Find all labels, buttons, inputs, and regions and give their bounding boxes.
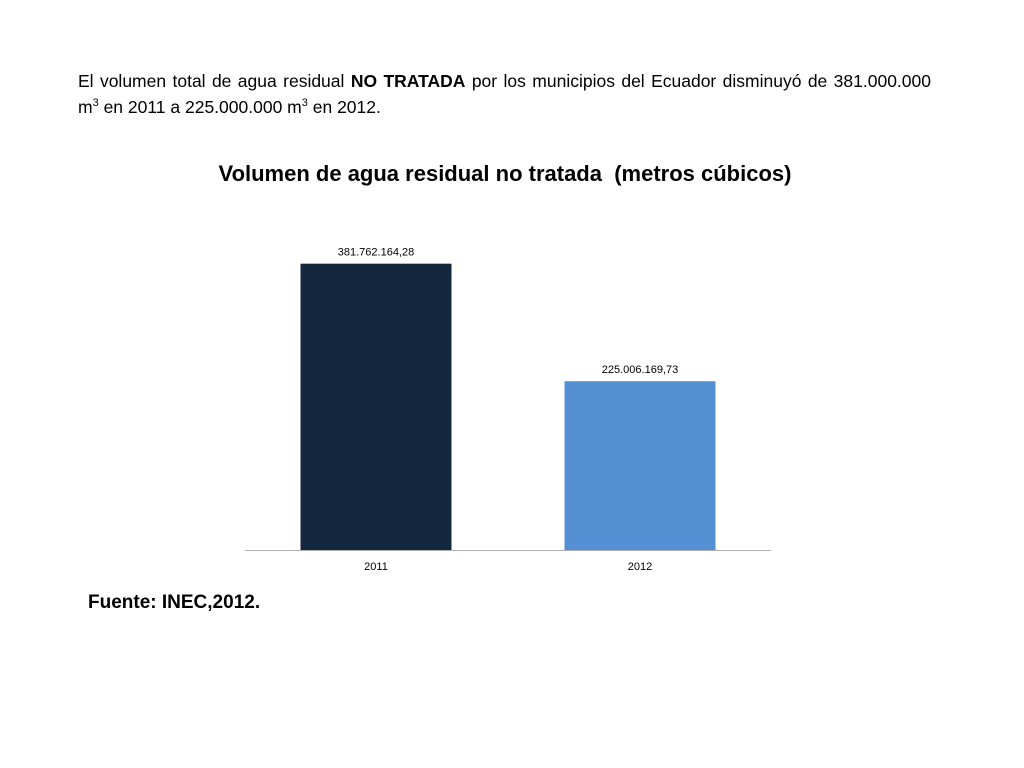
intro-part-2: por los municipios del Ecuador disminuyó…	[78, 71, 931, 117]
chart-title: Volumen de agua residual no tratada (met…	[218, 161, 792, 186]
bar-2012	[564, 381, 716, 550]
intro-text: El volumen total de agua residual NO TRA…	[78, 68, 931, 120]
intro-part-1: El volumen total de agua residual	[78, 71, 351, 91]
intro-superscript-1: 3	[92, 97, 99, 110]
x-tick-label-2012: 2012	[628, 561, 652, 573]
source-note: Fuente: INEC,2012.	[88, 592, 261, 613]
intro-part-4: en 2012.	[307, 97, 381, 117]
intro-emphasis: NO TRATADA	[350, 71, 466, 91]
intro-part-3: en 2011 a 225.000.000 m	[98, 97, 302, 117]
data-label-2011: 381.762.164,28	[338, 247, 414, 259]
bar-chart: 381.762.164,28 2011 225.006.169,73 2012	[245, 247, 771, 573]
data-label-2012: 225.006.169,73	[602, 364, 678, 376]
x-tick-label-2011: 2011	[364, 561, 388, 573]
bar-2011	[300, 263, 452, 550]
intro-superscript-2: 3	[301, 97, 308, 110]
